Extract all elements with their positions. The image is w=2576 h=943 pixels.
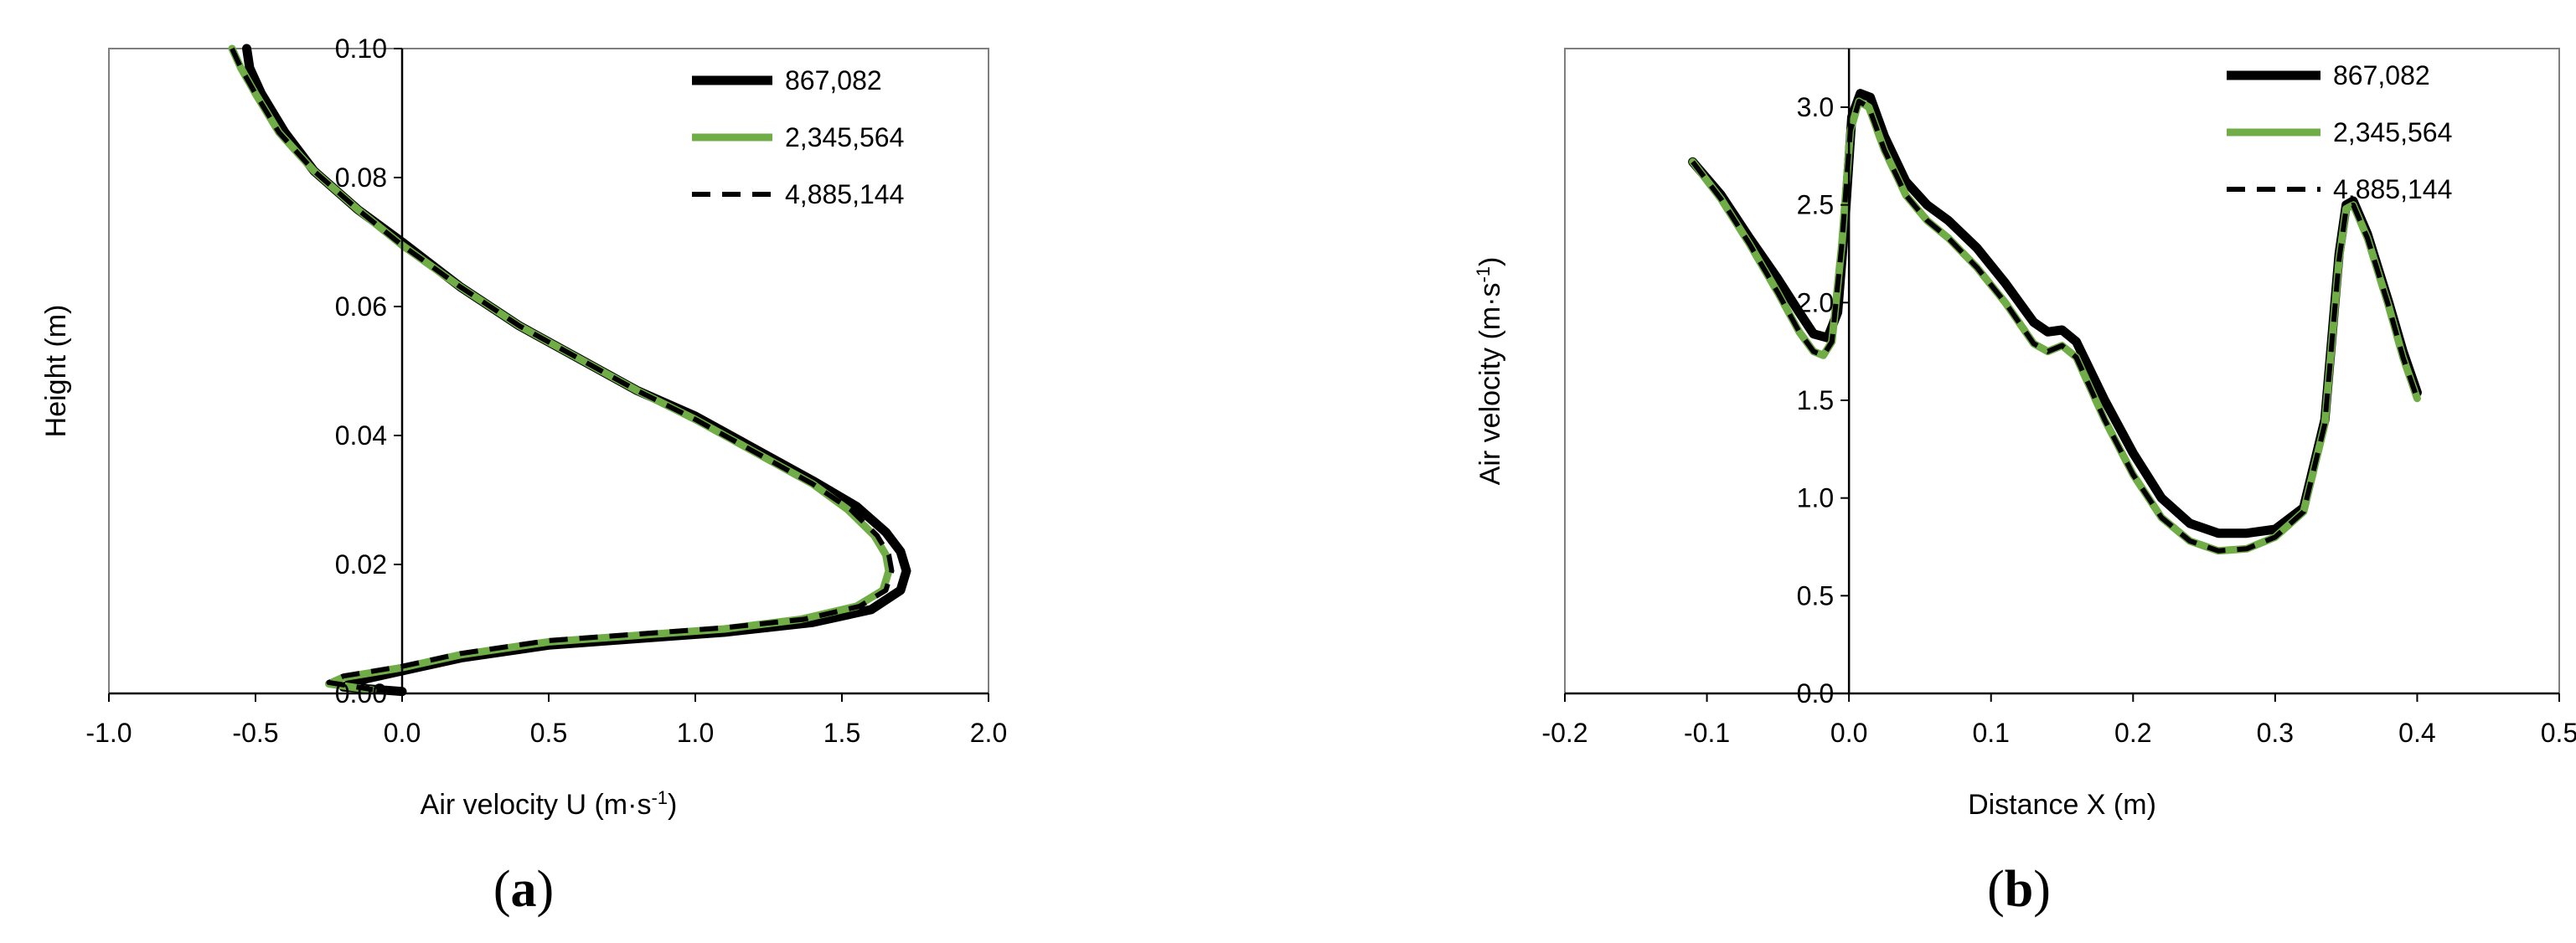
legend-label-1: 867,082 [2333, 60, 2430, 90]
y-tick-label: 0.04 [335, 420, 387, 451]
legend-label-3: 4,885,144 [2333, 174, 2452, 204]
chart-a: -1.0 -0.5 0.0 0.5 1.0 1.5 2.0 0.00 0.02 0.04 0.06 0… [40, 33, 1007, 918]
x-tick-label: 0.0 [384, 718, 421, 748]
x-axis-title-b: Distance X (m) [1968, 789, 2156, 821]
y-tick-label: 0.00 [335, 678, 387, 709]
panel-label-b: (b) [1987, 861, 2051, 918]
series-line-a-3 [230, 47, 895, 693]
legend-label-2: 2,345,564 [785, 122, 904, 152]
x-tick-label: -0.1 [1684, 718, 1730, 748]
y-tick-label: 3.0 [1797, 92, 1834, 122]
legend-a: 867,082 2,345,564 4,885,144 [692, 65, 904, 209]
ticks-b: -0.2 -0.1 0.0 0.1 0.2 0.3 0.4 0.5 0.0 0.5 1.0 1.5 2.… [1541, 49, 2576, 748]
y-tick-label: 0.06 [335, 291, 387, 322]
x-tick-label: 0.5 [530, 718, 567, 748]
legend-label-3: 4,885,144 [785, 179, 904, 209]
x-tick-label: 0.4 [2398, 718, 2435, 748]
ticks-a: -1.0 -0.5 0.0 0.5 1.0 1.5 2.0 0.00 0.02 0.04 0.06 0… [85, 33, 1007, 748]
series-line-b-3 [1691, 99, 2420, 554]
y-tick-label: 0.5 [1797, 580, 1834, 611]
x-tick-label: 0.5 [2541, 718, 2576, 748]
x-tick-label: 0.1 [1972, 718, 2009, 748]
series-group-b [1688, 89, 2422, 555]
y-tick-label: 2.0 [1797, 287, 1834, 317]
legend-label-2: 2,345,564 [2333, 117, 2452, 147]
x-tick-label: -1.0 [85, 718, 132, 748]
panel-label-a: (a) [493, 861, 554, 918]
y-tick-label: 0.08 [335, 162, 387, 193]
x-tick-label: 1.0 [677, 718, 714, 748]
x-tick-label: -0.5 [232, 718, 278, 748]
y-tick-label: 0.10 [335, 33, 387, 64]
y-tick-label: 1.0 [1797, 483, 1834, 513]
x-tick-label: -0.2 [1541, 718, 1587, 748]
legend-label-1: 867,082 [785, 65, 882, 95]
x-axis-title-a: Air velocity U (m·s-1) [421, 787, 678, 822]
chart-b: -0.2 -0.1 0.0 0.1 0.2 0.3 0.4 0.5 0.0 0.5 1.0 1.5 2.… [1473, 48, 2576, 918]
x-tick-label: 0.2 [2114, 718, 2151, 748]
y-tick-label: 0.0 [1797, 678, 1834, 709]
series-group-a [228, 44, 911, 697]
y-axis-title-b: Air velocity (m·s-1) [1473, 257, 1507, 486]
y-tick-label: 0.02 [335, 549, 387, 580]
y-axis-title-a: Height (m) [40, 305, 72, 438]
x-tick-label: 2.0 [970, 718, 1007, 748]
y-tick-label: 2.5 [1797, 190, 1834, 220]
x-tick-label: 0.3 [2257, 718, 2294, 748]
x-tick-label: 1.5 [823, 718, 860, 748]
x-tick-label: 0.0 [1830, 718, 1867, 748]
y-tick-label: 1.5 [1797, 385, 1834, 415]
legend-b: 867,082 2,345,564 4,885,144 [2227, 60, 2452, 204]
